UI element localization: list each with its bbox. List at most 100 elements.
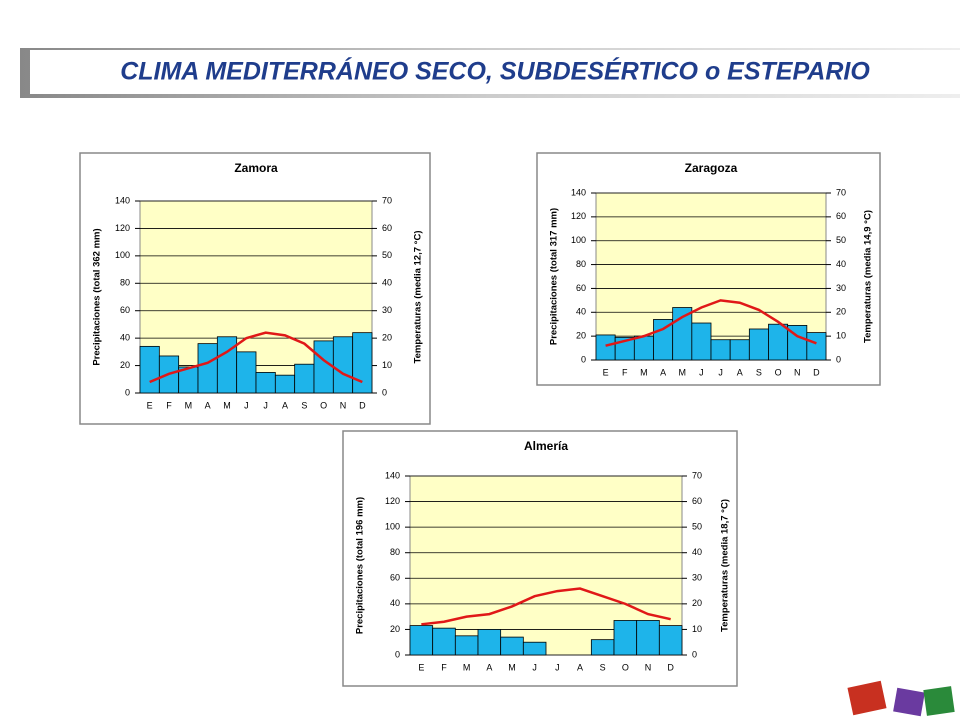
x-tick-label: E	[603, 367, 609, 377]
bar	[522, 641, 547, 656]
bar	[691, 322, 712, 361]
x-tick-label: D	[813, 367, 820, 377]
chart-title: Zamora	[234, 161, 278, 175]
x-tick-label: M	[640, 367, 648, 377]
y-axis-label: Precipitaciones (total 317 mm)	[549, 208, 560, 345]
y-tick-label: 20	[120, 360, 130, 370]
y2-tick-label: 10	[836, 331, 846, 341]
y-tick-label: 0	[581, 354, 586, 364]
y-tick-label: 120	[571, 211, 586, 221]
x-tick-label: S	[756, 367, 762, 377]
chart-title: Almería	[524, 439, 568, 453]
x-tick-label: M	[223, 400, 231, 410]
y-tick-label: 60	[390, 573, 400, 583]
x-tick-label: F	[622, 367, 628, 377]
y-tick-label: 0	[395, 649, 400, 659]
bar	[672, 307, 693, 361]
temperature-line	[149, 331, 363, 384]
y2-tick-label: 20	[692, 598, 702, 608]
y-tick-label: 140	[115, 195, 130, 205]
x-tick-label: J	[263, 400, 268, 410]
y2-tick-label: 30	[692, 573, 702, 583]
y2-axis-label: Temperaturas (media 14,9 °C)	[863, 210, 874, 343]
chart: Zaragoza 0 20 40 60 80 100 120 140 0 10 20 30 40 50 60 7…	[536, 152, 881, 386]
y2-tick-label: 60	[692, 496, 702, 506]
y-tick-label: 40	[576, 307, 586, 317]
bar	[236, 351, 257, 394]
y2-tick-label: 20	[382, 333, 392, 343]
bar	[595, 334, 616, 361]
x-tick-label: F	[441, 662, 447, 672]
bar	[432, 627, 456, 656]
logo	[847, 680, 955, 717]
x-tick-label: J	[718, 367, 723, 377]
y2-tick-label: 0	[836, 354, 841, 364]
y-tick-label: 40	[120, 333, 130, 343]
y-tick-label: 120	[115, 223, 130, 233]
y-tick-label: 80	[120, 278, 130, 288]
y-tick-label: 80	[390, 547, 400, 557]
y-tick-label: 120	[385, 496, 400, 506]
bar	[658, 625, 683, 656]
x-tick-label: S	[301, 400, 307, 410]
bar	[216, 336, 238, 394]
bar	[477, 629, 502, 656]
y2-tick-label: 60	[836, 211, 846, 221]
y2-tick-label: 50	[692, 522, 702, 532]
x-tick-label: A	[205, 400, 211, 410]
bar	[255, 372, 276, 394]
x-tick-label: E	[147, 400, 153, 410]
bar	[633, 335, 654, 361]
bar	[500, 636, 524, 656]
x-tick-label: J	[699, 367, 704, 377]
y2-tick-label: 60	[382, 223, 392, 233]
x-tick-label: J	[532, 662, 537, 672]
y2-tick-label: 30	[382, 305, 392, 315]
bar	[313, 340, 334, 394]
bar	[332, 336, 354, 394]
y2-tick-label: 20	[836, 307, 846, 317]
bar	[710, 339, 731, 361]
y-tick-label: 20	[576, 331, 586, 341]
y-tick-label: 20	[390, 624, 400, 634]
bar	[274, 374, 296, 394]
x-tick-label: F	[166, 400, 172, 410]
y2-axis-label: Temperaturas (media 12,7 °C)	[413, 231, 424, 364]
bar	[613, 620, 638, 656]
x-tick-label: D	[359, 400, 366, 410]
x-tick-label: M	[508, 662, 516, 672]
x-tick-label: N	[340, 400, 347, 410]
x-tick-label: A	[577, 662, 583, 672]
x-tick-label: J	[555, 662, 560, 672]
x-tick-label: O	[622, 662, 629, 672]
chart: Almería 0 20 40 60 80 100 120 140 0 10 20 30 40 50 60 70…	[342, 430, 738, 687]
x-tick-label: M	[185, 400, 193, 410]
bar	[409, 625, 434, 656]
bar	[636, 620, 660, 656]
y-tick-label: 140	[385, 470, 400, 480]
x-tick-label: N	[645, 662, 652, 672]
bar	[768, 323, 789, 361]
y-tick-label: 100	[385, 522, 400, 532]
y2-tick-label: 50	[382, 250, 392, 260]
bar	[294, 363, 315, 394]
title-bar	[30, 50, 960, 94]
y2-tick-label: 30	[836, 283, 846, 293]
x-tick-label: M	[463, 662, 471, 672]
bar	[729, 339, 750, 361]
bar	[197, 343, 218, 394]
x-tick-label: A	[486, 662, 492, 672]
y-tick-label: 140	[571, 187, 586, 197]
y2-tick-label: 70	[382, 195, 392, 205]
x-tick-label: N	[794, 367, 801, 377]
x-tick-label: A	[737, 367, 743, 377]
bar	[139, 345, 160, 394]
y2-tick-label: 0	[382, 387, 387, 397]
bar	[590, 639, 615, 656]
temperature-line	[605, 299, 817, 347]
chart: Zamora 0 20 40 60 80 100 120 140 0 10 20 30 40 50 60 70 E…	[79, 152, 431, 425]
bar	[352, 332, 373, 394]
x-tick-label: J	[244, 400, 249, 410]
chart-title: Zaragoza	[685, 161, 738, 175]
temperature-line	[421, 587, 671, 626]
